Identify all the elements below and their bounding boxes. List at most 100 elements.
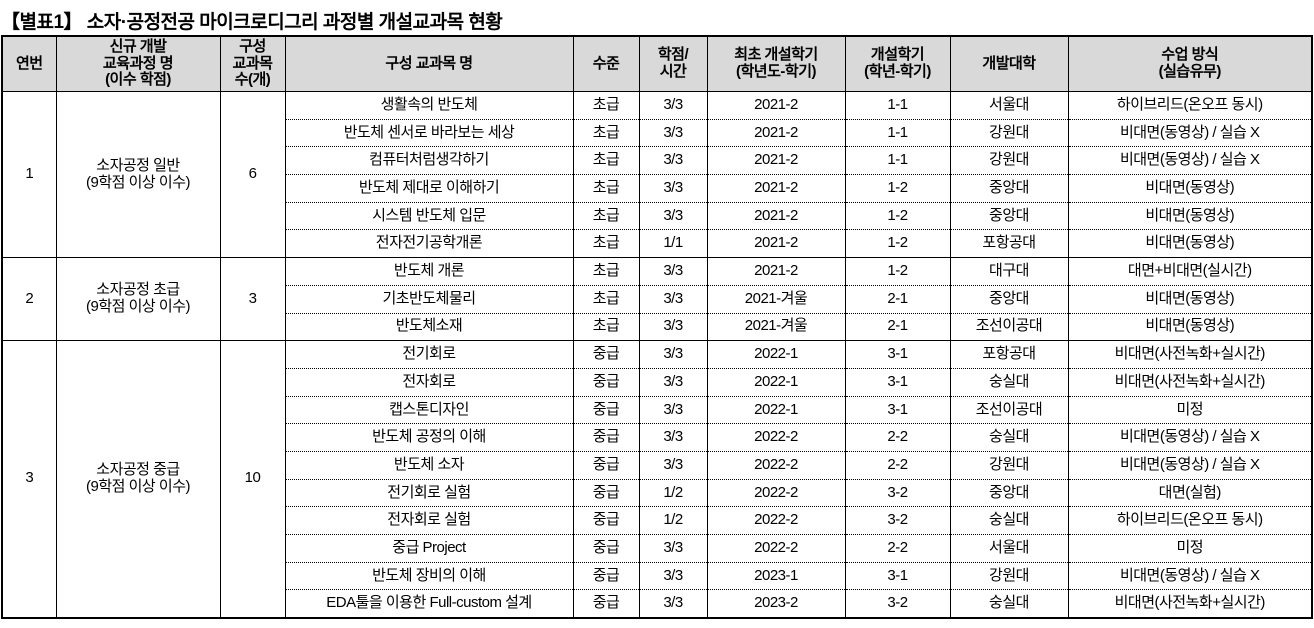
first-open-semester-cell: 2022-2: [706, 450, 846, 480]
university-cell: 숭실대: [949, 367, 1069, 397]
table-row: 3 소자공정 중급 (9학점 이상 이수) 10 전기회로 중급 3/3 2022-1 3-1…: [1, 340, 1313, 619]
first-open-semester-cell: 2021-2: [706, 257, 846, 286]
course-name-cell: EDA툴을 이용한 Full-custom 설계: [284, 589, 574, 619]
university-cell: 대구대: [949, 257, 1069, 286]
university-cell: 중앙대: [949, 174, 1069, 203]
class-method-cell: 하이브리드(온오프 동시): [1067, 506, 1313, 535]
level-cell: 초급: [572, 146, 640, 176]
table-row: 컴퓨터처럼생각하기 초급 3/3 2021-2 1-1 강원대 비대면(동영상) / 실습 …: [2, 146, 1313, 176]
first-open-semester-cell: 2021-겨울: [706, 284, 846, 314]
course-name-cell: 전기회로: [284, 340, 574, 369]
credit-hours-cell: 3/3: [638, 201, 708, 231]
open-semester-cell: 1-2: [844, 257, 951, 286]
class-method-cell: 비대면(동영상): [1067, 229, 1313, 259]
first-open-semester-cell: 2023-1: [706, 561, 846, 591]
course-name-cell: 전자전기공학개론: [284, 229, 574, 259]
first-open-semester-cell: 2022-2: [706, 478, 846, 508]
university-cell: 중앙대: [949, 201, 1069, 231]
course-count-cell: 10: [219, 340, 286, 619]
course-name-cell: 생활속의 반도체: [284, 91, 574, 120]
program-name-cell: 소자공정 일반 (9학점 이상 이수): [55, 90, 221, 259]
open-semester-cell: 3-2: [844, 478, 951, 508]
course-name-cell: 전자회로: [284, 367, 574, 397]
open-semester-cell: 3-1: [844, 340, 951, 369]
open-semester-cell: 3-1: [844, 395, 951, 425]
table-row: 전자전기공학개론 초급 1/1 2021-2 1-2 포항공대 비대면(동영상): [2, 229, 1313, 259]
university-cell: 포항공대: [949, 340, 1069, 369]
table-row: 1 소자공정 일반 (9학점 이상 이수) 6 생활속의 반도체 초급 3/3 2021-2…: [1, 90, 1313, 259]
university-cell: 숭실대: [949, 423, 1069, 452]
table-row: 반도체 제대로 이해하기 초급 3/3 2021-2 1-2 중앙대 비대면(동영상): [2, 174, 1313, 203]
credit-hours-cell: 3/3: [638, 91, 708, 120]
first-open-semester-cell: 2022-1: [706, 340, 846, 369]
col-header-university: 개발대학: [949, 35, 1069, 92]
class-method-cell: 대면(실험): [1067, 478, 1313, 508]
open-semester-cell: 3-2: [844, 589, 951, 619]
course-name-cell: 반도체 소자: [284, 450, 574, 480]
university-cell: 중앙대: [949, 478, 1069, 508]
class-method-cell: 비대면(사전녹화+실시간): [1067, 340, 1313, 369]
course-name-cell: 전기회로 실험: [284, 478, 574, 508]
class-method-cell: 비대면(사전녹화+실시간): [1067, 367, 1313, 397]
credit-hours-cell: 1/2: [638, 506, 708, 535]
university-cell: 서울대: [949, 534, 1069, 563]
class-method-cell: 미정: [1067, 395, 1313, 425]
class-method-cell: 비대면(동영상) / 실습 X: [1067, 450, 1313, 480]
first-open-semester-cell: 2022-2: [706, 534, 846, 563]
course-name-cell: 반도체 제대로 이해하기: [284, 174, 574, 203]
program-name-cell: 소자공정 초급 (9학점 이상 이수): [55, 257, 221, 342]
class-method-cell: 하이브리드(온오프 동시): [1067, 91, 1313, 120]
table-body: 1 소자공정 일반 (9학점 이상 이수) 6 생활속의 반도체 초급 3/3 2021-2…: [1, 90, 1313, 619]
course-name-cell: 반도체 센서로 바라보는 세상: [284, 118, 574, 148]
level-cell: 초급: [572, 312, 640, 342]
open-semester-cell: 2-2: [844, 450, 951, 480]
table-row: 반도체 장비의 이해 중급 3/3 2023-1 3-1 강원대 비대면(동영상) / 실습…: [2, 561, 1313, 591]
table-row: 중급 Project 중급 3/3 2022-2 2-2 서울대 미정: [2, 534, 1313, 563]
credit-hours-cell: 3/3: [638, 561, 708, 591]
course-name-cell: 반도체 개론: [284, 257, 574, 286]
open-semester-cell: 3-1: [844, 367, 951, 397]
first-open-semester-cell: 2021-2: [706, 201, 846, 231]
course-name-cell: 반도체소재: [284, 312, 574, 342]
open-semester-cell: 3-2: [844, 506, 951, 535]
credit-hours-cell: 3/3: [638, 146, 708, 176]
first-open-semester-cell: 2021-겨울: [706, 312, 846, 342]
credit-hours-cell: 3/3: [638, 367, 708, 397]
course-name-cell: 전자회로 실험: [284, 506, 574, 535]
level-cell: 중급: [572, 395, 640, 425]
first-open-semester-cell: 2021-2: [706, 118, 846, 148]
level-cell: 중급: [572, 340, 640, 369]
credit-hours-cell: 3/3: [638, 284, 708, 314]
course-name-cell: 중급 Project: [284, 534, 574, 563]
level-cell: 초급: [572, 201, 640, 231]
open-semester-cell: 1-2: [844, 174, 951, 203]
table-header-row: 연번 신규 개발 교육과정 명 (이수 학점) 구성 교과목 수(개) 구성 교…: [1, 35, 1313, 92]
open-semester-cell: 2-2: [844, 534, 951, 563]
university-cell: 중앙대: [949, 284, 1069, 314]
university-cell: 강원대: [949, 118, 1069, 148]
university-cell: 강원대: [949, 146, 1069, 176]
page-title: 【별표1】 소자·공정전공 마이크로디그리 과정별 개설교과목 현황: [1, 12, 503, 33]
credit-hours-cell: 3/3: [638, 423, 708, 452]
level-cell: 초급: [572, 229, 640, 259]
col-header-program-name: 신규 개발 교육과정 명 (이수 학점): [55, 35, 221, 92]
class-method-cell: 비대면(동영상): [1067, 284, 1313, 314]
level-cell: 초급: [572, 118, 640, 148]
table-row: 전기회로 실험 중급 1/2 2022-2 3-2 중앙대 대면(실험): [2, 478, 1313, 508]
university-cell: 포항공대: [949, 229, 1069, 259]
class-method-cell: 비대면(동영상) / 실습 X: [1067, 146, 1313, 176]
col-header-level: 수준: [572, 35, 640, 92]
university-cell: 서울대: [949, 91, 1069, 120]
table-row: 2 소자공정 초급 (9학점 이상 이수) 3 반도체 개론 초급 3/3 2021-2 1-…: [1, 257, 1313, 342]
class-method-cell: 비대면(사전녹화+실시간): [1067, 589, 1313, 619]
open-semester-cell: 1-2: [844, 201, 951, 231]
credit-hours-cell: 3/3: [638, 257, 708, 286]
course-name-cell: 기초반도체물리: [284, 284, 574, 314]
level-cell: 중급: [572, 589, 640, 619]
table-row: 캡스톤디자인 중급 3/3 2022-1 3-1 조선이공대 미정: [2, 395, 1313, 425]
level-cell: 중급: [572, 561, 640, 591]
course-name-cell: 컴퓨터처럼생각하기: [284, 146, 574, 176]
col-header-serial-number: 연번: [1, 35, 57, 92]
class-method-cell: 비대면(동영상) / 실습 X: [1067, 423, 1313, 452]
course-count-cell: 3: [219, 257, 286, 342]
